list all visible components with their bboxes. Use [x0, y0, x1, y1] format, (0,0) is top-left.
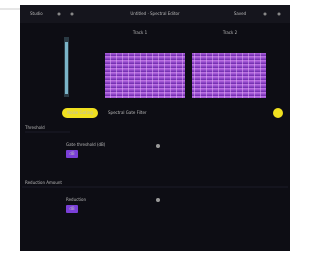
spectrogram[interactable]	[192, 53, 266, 98]
tab-label[interactable]: Noise Gating	[67, 110, 93, 115]
caption: Gate threshold (dB)	[66, 142, 106, 147]
level-fill	[65, 42, 68, 94]
spectrogram[interactable]	[105, 53, 185, 98]
button-label[interactable]: dB	[69, 151, 75, 156]
window-title: Untitled · Spectral Editor	[130, 11, 180, 16]
icon	[58, 13, 61, 16]
app-name: Studio	[30, 11, 43, 16]
icon[interactable]	[278, 13, 281, 16]
page: Studio Untitled · Spectral Editor Saved …	[0, 0, 295, 256]
knob[interactable]	[156, 198, 160, 202]
knob[interactable]	[156, 144, 160, 148]
tab-label[interactable]: Spectral Gate Filter	[108, 110, 147, 115]
action-button[interactable]	[273, 108, 283, 118]
app-window	[20, 5, 290, 251]
track-label: Track 2	[222, 30, 238, 35]
icon[interactable]	[264, 13, 267, 16]
section-title: Reduction Amount	[25, 180, 62, 185]
screen: Studio Untitled · Spectral Editor Saved …	[0, 0, 295, 256]
button-label[interactable]: dB	[69, 206, 75, 211]
caption: Reduction	[66, 197, 86, 202]
track-label: Track 1	[132, 30, 148, 35]
icon	[71, 13, 74, 16]
section-title: Threshold	[24, 125, 45, 130]
status: Saved	[234, 11, 247, 16]
